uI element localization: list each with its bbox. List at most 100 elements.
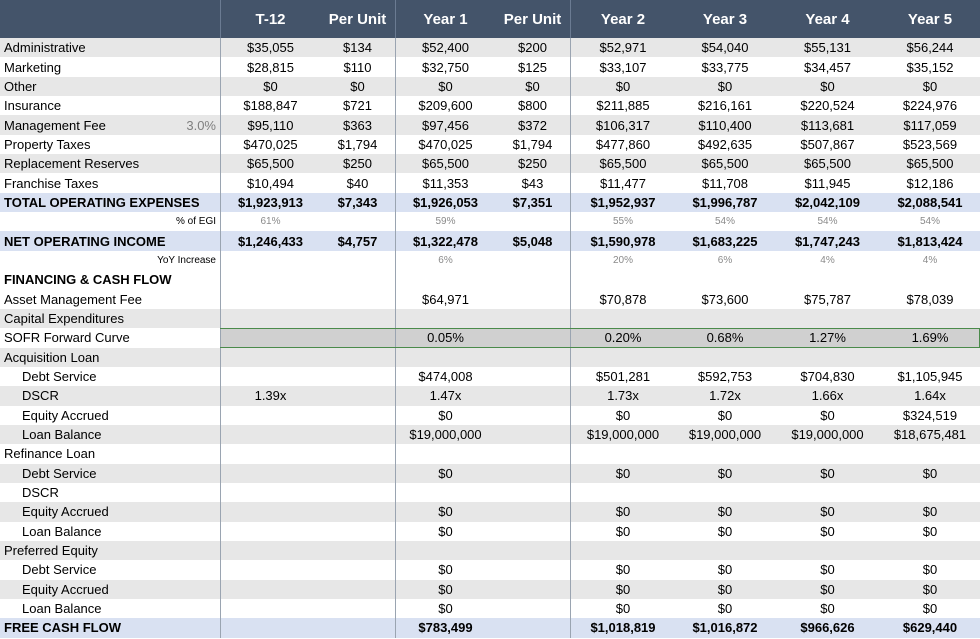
data-cell[interactable] [220, 463, 320, 483]
data-cell[interactable]: $1,952,937 [570, 192, 675, 213]
data-cell[interactable] [320, 560, 395, 579]
data-cell[interactable]: $188,847 [220, 96, 320, 116]
data-cell[interactable]: 54% [919, 216, 940, 228]
data-cell[interactable] [495, 444, 570, 463]
row-label-cell[interactable]: Equity Accrued [0, 580, 220, 599]
data-cell[interactable] [495, 406, 570, 425]
data-cell[interactable]: $134 [343, 40, 372, 56]
data-cell[interactable] [495, 541, 570, 560]
data-cell[interactable] [675, 444, 775, 463]
data-cell[interactable]: $110,400 [698, 117, 752, 133]
data-cell[interactable]: $704,830 [800, 369, 855, 385]
data-cell[interactable]: $2,088,541 [897, 194, 963, 210]
row-label-cell[interactable]: Asset Management Fee [0, 289, 220, 308]
row-label-cell[interactable]: Loan Balance [0, 599, 220, 618]
data-cell[interactable] [320, 328, 395, 347]
data-cell[interactable] [320, 212, 395, 231]
data-cell[interactable] [220, 618, 320, 638]
data-cell[interactable] [495, 386, 570, 405]
data-cell[interactable] [320, 618, 395, 637]
data-cell[interactable] [320, 289, 395, 308]
data-cell[interactable]: $0 [570, 560, 675, 580]
row-label-cell[interactable]: Equity Accrued [0, 502, 220, 521]
data-cell[interactable] [320, 522, 395, 541]
data-cell[interactable]: $0 [395, 405, 495, 425]
data-cell[interactable]: $0 [820, 601, 835, 617]
data-cell[interactable] [395, 270, 495, 290]
data-cell[interactable] [395, 308, 495, 329]
data-cell[interactable] [220, 482, 320, 503]
row-label-cell[interactable]: Marketing [0, 57, 220, 76]
row-label-cell[interactable]: Debt Service [0, 367, 220, 386]
data-cell[interactable] [395, 482, 495, 503]
data-cell[interactable]: $35,152 [906, 59, 954, 75]
data-cell[interactable]: $0 [717, 523, 733, 539]
row-label-cell[interactable]: TOTAL OPERATING EXPENSES [0, 193, 220, 212]
data-cell[interactable]: $0 [922, 523, 938, 539]
row-label-cell[interactable]: Debt Service [0, 464, 220, 483]
data-cell[interactable] [220, 502, 320, 522]
data-cell[interactable]: 20% [570, 250, 675, 271]
data-cell[interactable]: $70,878 [570, 289, 675, 309]
data-cell[interactable] [320, 425, 395, 444]
data-cell[interactable]: $65,500 [220, 154, 320, 174]
data-cell[interactable]: $56,244 [906, 40, 954, 56]
data-cell[interactable]: $0 [922, 465, 938, 481]
data-cell[interactable]: $0 [820, 523, 835, 539]
data-cell[interactable]: $501,281 [570, 366, 675, 387]
data-cell[interactable]: $0 [570, 598, 675, 619]
data-cell[interactable]: $0 [922, 78, 938, 94]
data-cell[interactable]: $19,000,000 [570, 424, 675, 445]
data-cell[interactable]: $0 [570, 76, 675, 97]
data-cell[interactable]: 61% [220, 212, 320, 232]
data-cell[interactable] [570, 444, 675, 464]
data-cell[interactable] [495, 618, 570, 637]
column-header-year-5[interactable]: Year 5 [907, 10, 953, 28]
data-cell[interactable] [495, 502, 570, 521]
data-cell[interactable] [220, 560, 320, 580]
data-cell[interactable] [320, 367, 395, 386]
row-label-cell[interactable]: Franchise Taxes [0, 173, 220, 192]
data-cell[interactable] [220, 579, 320, 599]
data-cell[interactable]: $2,042,109 [794, 194, 861, 210]
data-cell[interactable]: $19,000,000 [688, 427, 762, 443]
data-cell[interactable]: $0 [570, 502, 675, 522]
data-cell[interactable] [220, 270, 320, 290]
data-cell[interactable] [495, 367, 570, 386]
data-cell[interactable]: $1,018,819 [570, 618, 675, 638]
data-cell[interactable]: $65,500 [701, 156, 749, 172]
data-cell[interactable]: $0 [395, 463, 495, 483]
data-cell[interactable]: $73,600 [701, 291, 749, 307]
data-cell[interactable] [320, 502, 395, 521]
data-cell[interactable] [570, 482, 675, 503]
data-cell[interactable] [675, 309, 775, 328]
data-cell[interactable]: $0 [395, 560, 495, 580]
row-label-cell[interactable]: NET OPERATING INCOME [0, 231, 220, 250]
data-cell[interactable] [220, 347, 320, 367]
data-cell[interactable]: $113,681 [800, 117, 855, 133]
data-cell[interactable]: $1,016,872 [692, 620, 758, 636]
row-label-cell[interactable]: Loan Balance [0, 425, 220, 444]
data-cell[interactable]: $55,131 [804, 40, 851, 56]
data-cell[interactable] [220, 308, 320, 329]
data-cell[interactable]: $12,186 [906, 175, 954, 191]
data-cell[interactable]: $0 [820, 504, 835, 520]
data-cell[interactable]: $216,161 [697, 98, 753, 114]
row-label-cell[interactable]: DSCR [0, 386, 220, 405]
data-cell[interactable]: $250 [518, 156, 547, 172]
data-cell[interactable] [495, 328, 570, 347]
data-cell[interactable] [495, 483, 570, 502]
data-cell[interactable] [570, 270, 675, 290]
data-cell[interactable] [495, 599, 570, 618]
data-cell[interactable]: $1,794 [512, 136, 553, 152]
data-cell[interactable]: $40 [346, 175, 369, 191]
data-cell[interactable]: $0 [395, 76, 495, 97]
data-cell[interactable]: $0 [922, 581, 938, 597]
data-cell[interactable]: $33,775 [701, 59, 749, 75]
data-cell[interactable] [220, 328, 320, 348]
data-cell[interactable]: $28,815 [220, 57, 320, 77]
data-cell[interactable]: $32,750 [395, 57, 495, 77]
data-cell[interactable]: $0 [717, 504, 733, 520]
data-cell[interactable]: $0 [922, 504, 938, 520]
data-cell[interactable]: $0 [820, 581, 835, 597]
